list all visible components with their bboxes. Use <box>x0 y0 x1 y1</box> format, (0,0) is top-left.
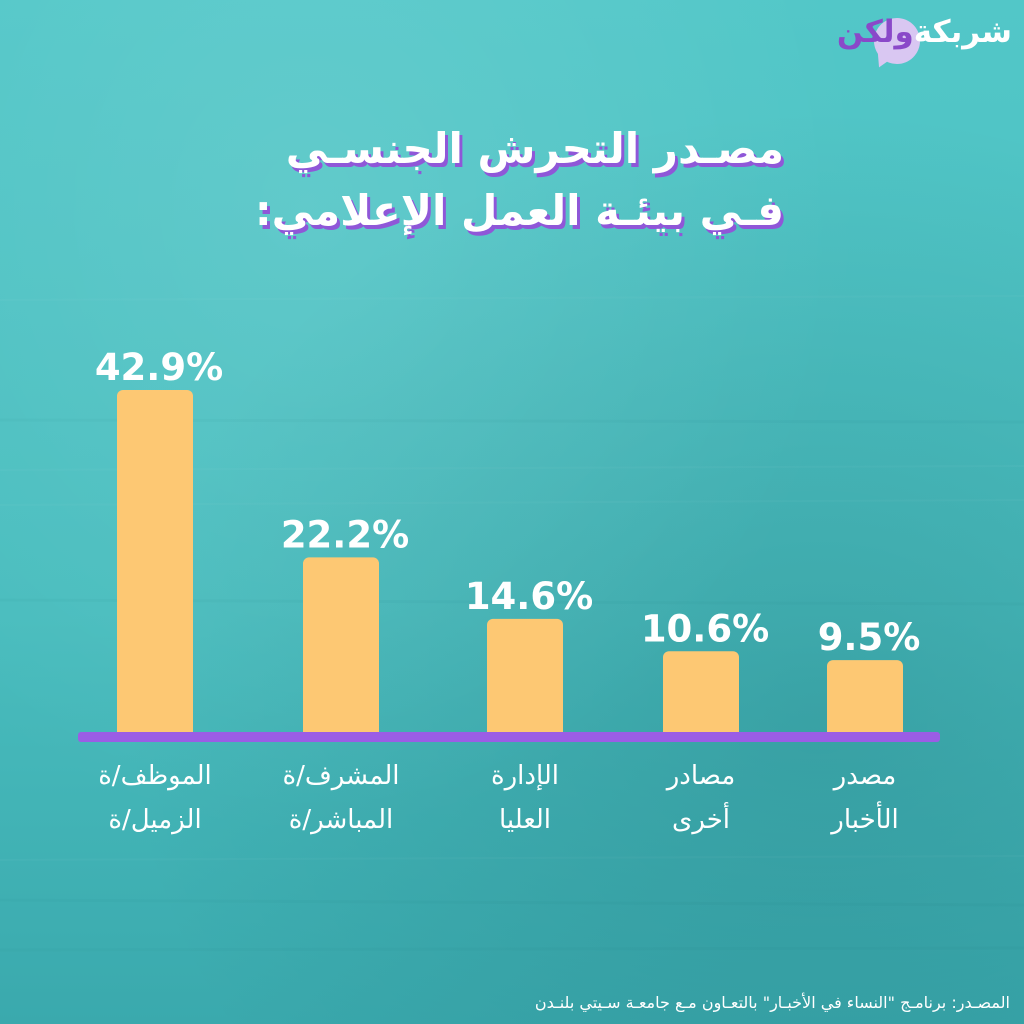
category-label-3-line-2: العليا <box>499 805 551 835</box>
category-label-4-line-2: أخرى <box>672 801 730 835</box>
value-label-4: 10.6% <box>641 607 769 650</box>
speech-bubble-icon <box>874 18 920 64</box>
logo-word-left: ولكن <box>836 14 915 50</box>
logo-text: شربكةولكن <box>836 14 1013 50</box>
bar-5 <box>827 660 903 741</box>
logo-word-right: شربكة <box>913 14 1013 50</box>
value-label-5: 9.5% <box>818 616 921 659</box>
category-label-1-line-2: الزميل/ة <box>108 805 201 835</box>
chart-title-line1: مصـدر التحرش الجنسـي <box>285 124 784 173</box>
chart-title: مصـدر التحرش الجنسـي فـي بيئـة العمل الإ… <box>224 118 784 242</box>
category-label-2-line-1: المشرف/ة <box>282 761 399 791</box>
bar-1 <box>117 390 193 741</box>
category-label-3-line-1: الإدارة <box>491 761 559 791</box>
brand-logo: شربكةولكن <box>837 14 1016 76</box>
chart-title-line2: فـي بيئـة العمل الإعلامي: <box>254 186 784 235</box>
bar-2 <box>303 557 379 741</box>
category-label-5-line-2: الأخبار <box>829 800 898 835</box>
category-label-1-line-1: الموظف/ة <box>98 761 212 791</box>
category-label-2-line-2: المباشر/ة <box>289 805 393 835</box>
category-label-4-line-1: مصادر <box>665 761 736 791</box>
value-label-3: 14.6% <box>465 575 593 618</box>
bar-3 <box>487 618 563 741</box>
value-label-1: 42.9% <box>95 346 223 389</box>
chart-baseline <box>78 732 940 742</box>
category-label-5-line-1: مصدر <box>832 761 897 791</box>
value-label-2: 22.2% <box>281 513 409 556</box>
source-note: المصـدر: برنامـج "النساء في الأخبـار" با… <box>534 993 1010 1012</box>
bar-4 <box>663 651 739 741</box>
